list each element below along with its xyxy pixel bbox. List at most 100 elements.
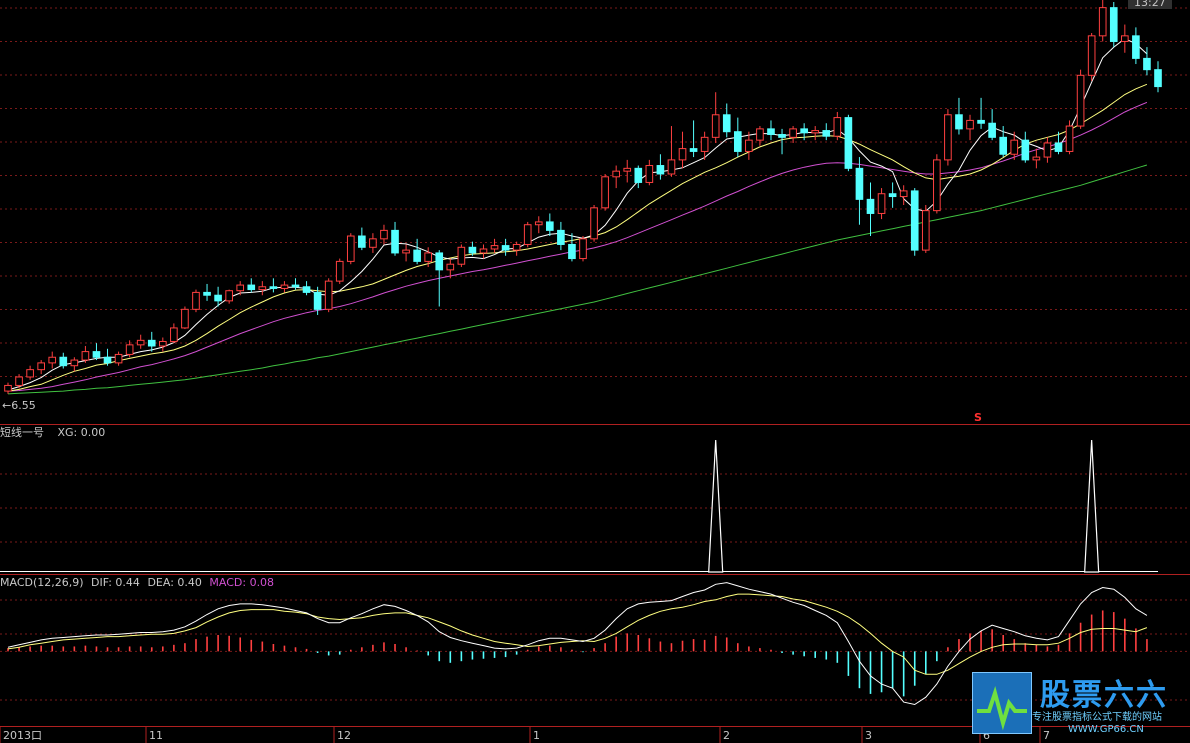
candle	[158, 337, 167, 352]
candle-body	[899, 190, 908, 198]
candle-body	[612, 170, 620, 178]
candle	[435, 250, 444, 307]
candle	[678, 131, 687, 169]
candle	[26, 365, 34, 380]
candle	[590, 205, 598, 242]
candle	[700, 131, 709, 160]
candle-body	[1032, 156, 1041, 161]
candle	[1010, 131, 1019, 160]
candle	[623, 159, 632, 183]
candle	[1132, 27, 1140, 65]
candle	[645, 159, 654, 186]
candle-body	[800, 128, 808, 134]
candle	[269, 278, 278, 293]
candle-body	[170, 327, 178, 342]
candle-body	[546, 221, 554, 231]
x-tick-label: 6	[983, 729, 990, 742]
candle	[822, 123, 831, 141]
grid-lines	[0, 7, 1190, 701]
candle-body	[457, 246, 466, 265]
candle	[789, 126, 797, 143]
watermark-url: WWW.GP66.CN	[1068, 724, 1144, 735]
macd-name: MACD(12,26,9)	[0, 576, 84, 589]
candle-body	[181, 308, 189, 329]
candle-body	[1076, 74, 1085, 127]
heartbeat-logo-icon	[977, 686, 1027, 731]
candle	[778, 128, 786, 155]
candle-body	[1121, 35, 1129, 42]
candle	[413, 238, 421, 265]
candle	[358, 227, 366, 251]
candle-body	[92, 351, 101, 358]
candle-body	[944, 114, 952, 161]
macd-title: MACD(12,26,9) DIF: 0.44 DEA: 0.40 MACD: …	[0, 577, 274, 589]
macd-macd-value: MACD: 0.08	[209, 576, 275, 589]
candle	[247, 278, 256, 293]
candle-body	[877, 193, 886, 214]
candle-body	[888, 193, 897, 198]
signal-spike	[708, 439, 724, 573]
candle	[203, 283, 211, 301]
candle-body	[590, 207, 598, 240]
candle	[833, 111, 842, 141]
macd-dif-line	[7, 582, 1148, 706]
candle	[933, 154, 941, 214]
candle	[955, 97, 963, 135]
watermark-logo	[972, 672, 1032, 734]
candle	[977, 97, 985, 129]
macd-dea-value: DEA: 0.40	[147, 576, 202, 589]
candle-body	[391, 229, 399, 254]
candle	[81, 345, 90, 363]
candle	[966, 114, 974, 141]
candle	[667, 126, 676, 177]
candle	[656, 154, 665, 180]
candle-body	[501, 245, 510, 251]
candle-body	[678, 148, 687, 161]
candle	[214, 286, 222, 307]
candle	[236, 281, 245, 296]
candle-body	[966, 119, 974, 130]
candle	[291, 278, 300, 290]
x-tick-label: 11	[149, 729, 163, 742]
candle-body	[623, 167, 632, 172]
candle	[767, 120, 775, 141]
candle-body	[335, 260, 344, 282]
candle-body	[667, 159, 676, 175]
candle-body	[369, 238, 377, 248]
candle-body	[48, 356, 57, 364]
candle-body	[302, 286, 311, 293]
candle	[4, 382, 12, 394]
candle-body	[490, 245, 499, 250]
candle-body	[634, 167, 643, 183]
x-tick-label: 3	[865, 729, 872, 742]
signal-spikes	[0, 439, 1158, 573]
candle	[136, 334, 145, 349]
candle	[1121, 24, 1129, 53]
candle-body	[247, 284, 256, 291]
x-tick-label: 7	[1043, 729, 1050, 742]
candlesticks	[4, 0, 1162, 394]
candle	[369, 233, 377, 253]
candle-body	[125, 344, 134, 355]
candle-body	[700, 136, 709, 152]
candle-body	[921, 210, 930, 251]
ma5-line	[7, 38, 1148, 391]
candle-body	[933, 159, 941, 212]
candle-body	[70, 359, 79, 367]
candle	[1143, 47, 1151, 76]
candle-body	[346, 235, 355, 262]
candle	[745, 131, 753, 160]
indicator-title: 短线一号 XG: 0.00	[0, 427, 105, 439]
candle	[877, 188, 886, 220]
candle	[125, 340, 134, 358]
moving-average-lines	[7, 38, 1148, 395]
candle	[192, 289, 200, 313]
macd-histogram	[7, 610, 1148, 697]
candle-body	[446, 263, 455, 271]
candle-body	[468, 246, 477, 254]
candle-body	[523, 224, 532, 245]
x-tick-label: 1	[533, 729, 540, 742]
candle-body	[811, 130, 820, 134]
candle-body	[1154, 69, 1162, 88]
